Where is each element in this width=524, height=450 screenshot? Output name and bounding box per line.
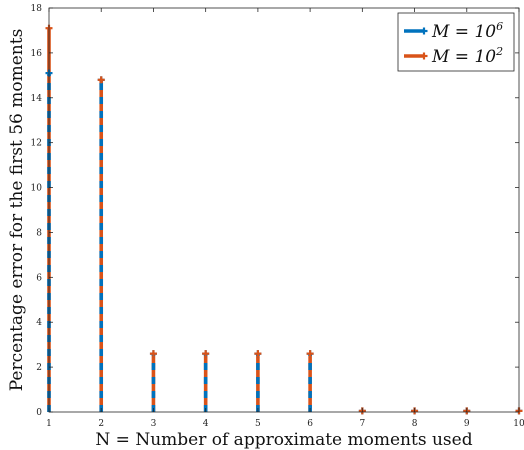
x-axis-label: N = Number of approximate moments used (95, 430, 472, 450)
x-tick-label-10: 10 (513, 419, 524, 429)
x-tick-label-6: 6 (307, 419, 313, 429)
chart-marks (45, 24, 523, 415)
legend-label-0: M = 106 (431, 20, 503, 42)
marker-m2-5 (254, 350, 262, 358)
legend-box (397, 12, 515, 72)
y-tick-label-14: 14 (31, 94, 43, 104)
marker-m2-6 (306, 350, 314, 358)
y-tick-label-8: 8 (36, 228, 42, 238)
y-tick-label-18: 18 (31, 4, 43, 14)
y-tick-label-16: 16 (31, 49, 43, 59)
y-tick-label-4: 4 (36, 318, 42, 328)
y-tick-label-12: 12 (31, 139, 42, 149)
legend-label-base-1: M = 10 (431, 47, 496, 67)
legend-marker-0 (420, 27, 428, 35)
x-tick-label-2: 2 (98, 419, 104, 429)
plot-frame (48, 7, 520, 413)
y-tick-label-0: 0 (36, 408, 42, 418)
x-tick-label-7: 7 (359, 419, 365, 429)
y-tick-label-2: 2 (36, 363, 42, 373)
y-tick-label-10: 10 (31, 184, 43, 194)
legend-label-exp-1: 2 (495, 45, 503, 58)
x-tick-label-1: 1 (46, 419, 52, 429)
y-tick-label-6: 6 (36, 273, 42, 283)
legend-label-exp-0: 6 (496, 20, 503, 33)
marker-m2-3 (149, 350, 157, 358)
marker-m2-2 (97, 76, 105, 84)
marker-m2-4 (202, 350, 210, 358)
x-tick-label-4: 4 (203, 419, 209, 429)
legend-label-base-0: M = 10 (431, 22, 496, 42)
legend-marker-1 (420, 52, 428, 60)
x-tick-label-8: 8 (412, 419, 418, 429)
x-tick-label-9: 9 (464, 419, 470, 429)
y-axis-label: Percentage error for the first 56 moment… (7, 29, 27, 392)
x-tick-label-3: 3 (151, 419, 157, 429)
legend-label-1: M = 102 (431, 45, 503, 67)
x-tick-label-5: 5 (255, 419, 261, 429)
